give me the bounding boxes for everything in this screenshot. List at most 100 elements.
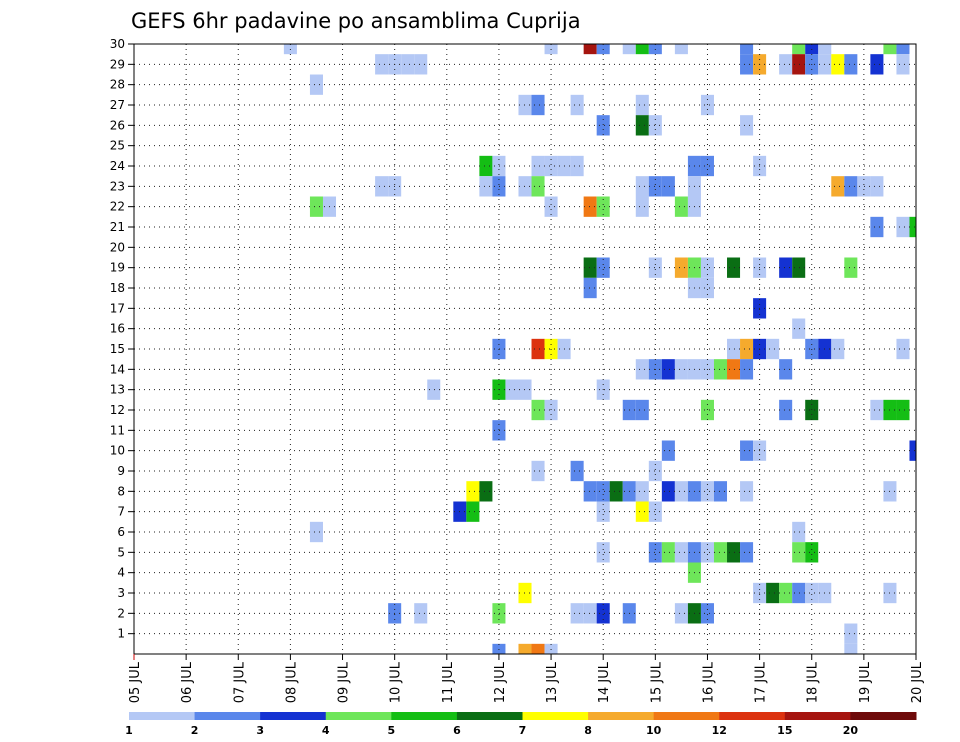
colorbar-swatch bbox=[456, 712, 523, 720]
heatmap-cell bbox=[479, 481, 493, 502]
heatmap-cell bbox=[792, 582, 806, 604]
heatmap-cell bbox=[909, 440, 916, 461]
heatmap-cell bbox=[531, 155, 545, 177]
gridlines bbox=[134, 44, 916, 654]
colorbar-label: 6 bbox=[453, 724, 461, 737]
x-tick-label: 12 JUL bbox=[493, 661, 508, 703]
heatmap-cell bbox=[870, 54, 884, 75]
colorbar-label: 15 bbox=[777, 724, 792, 737]
heatmap-cell bbox=[479, 155, 493, 177]
heatmap-cell bbox=[466, 481, 480, 502]
heatmap-cell bbox=[831, 176, 845, 197]
heatmap-cell bbox=[779, 359, 793, 380]
heatmap-cell bbox=[635, 399, 649, 421]
heatmap-cell bbox=[805, 542, 819, 563]
heatmap-cell bbox=[375, 176, 389, 197]
heatmap-cell bbox=[700, 542, 714, 563]
heatmap-cell bbox=[857, 176, 871, 197]
y-tick-label: 6 bbox=[117, 525, 125, 539]
x-tick-label: 09 JUL bbox=[337, 661, 352, 703]
y-tick-label: 15 bbox=[110, 342, 125, 356]
heatmap-cell bbox=[635, 115, 649, 136]
colorbar-label: 12 bbox=[712, 724, 727, 737]
heatmap-cell bbox=[896, 54, 910, 75]
x-tick-label: 06 JUL bbox=[180, 661, 195, 703]
heatmap-cell bbox=[309, 196, 323, 217]
y-tick-label: 24 bbox=[110, 159, 125, 173]
colorbar-swatch bbox=[653, 712, 720, 720]
y-tick-label: 11 bbox=[110, 423, 125, 437]
x-tick-label: 14 JUL bbox=[597, 661, 612, 703]
y-tick-label: 13 bbox=[110, 383, 125, 397]
heatmap-cell bbox=[492, 155, 506, 177]
heatmap-cell bbox=[309, 74, 323, 95]
heatmap-cell bbox=[674, 359, 688, 380]
heatmap-cell bbox=[740, 481, 754, 502]
heatmap-cell bbox=[661, 440, 675, 461]
colorbar-swatch bbox=[260, 712, 327, 720]
heatmap-cell bbox=[909, 216, 916, 238]
y-tick-label: 4 bbox=[117, 566, 125, 580]
heatmap-cell bbox=[740, 359, 754, 380]
heatmap-cell bbox=[583, 196, 597, 217]
heatmap-cell bbox=[661, 359, 675, 380]
heatmap-cell bbox=[674, 196, 688, 217]
y-tick-label: 22 bbox=[110, 200, 125, 214]
heatmap-cell bbox=[531, 176, 545, 197]
heatmap-cell bbox=[792, 257, 806, 278]
heatmap-cell bbox=[596, 542, 610, 563]
heatmap-cell bbox=[596, 501, 610, 522]
heatmap-cell bbox=[531, 338, 545, 360]
x-tick-label: 10 JUL bbox=[389, 661, 404, 703]
colorbar-swatch bbox=[719, 712, 786, 720]
y-tick-label: 5 bbox=[117, 545, 125, 559]
heatmap-cell bbox=[635, 176, 649, 197]
heatmap-cell bbox=[635, 94, 649, 116]
heatmap-cell bbox=[544, 155, 558, 177]
heatmap-cell bbox=[674, 481, 688, 502]
heatmap-cell bbox=[583, 481, 597, 502]
heatmap-cell bbox=[818, 44, 832, 55]
heatmap-cell bbox=[492, 420, 506, 441]
colorbar-swatch bbox=[850, 712, 917, 720]
heatmap-cell bbox=[635, 481, 649, 502]
heatmap-cell bbox=[740, 338, 754, 360]
heatmap-cell bbox=[570, 460, 584, 482]
heatmap-cell bbox=[661, 542, 675, 563]
heatmap-cell bbox=[740, 440, 754, 461]
y-tick-label: 17 bbox=[110, 301, 125, 315]
heatmap-cell bbox=[792, 54, 806, 75]
heatmap-cell bbox=[766, 582, 780, 604]
y-tick-label: 9 bbox=[117, 464, 125, 478]
heatmap-cell bbox=[309, 521, 323, 543]
heatmap-cell bbox=[674, 542, 688, 563]
heatmap-cell bbox=[648, 115, 662, 136]
colorbar-swatch bbox=[391, 712, 458, 720]
y-tick-label: 14 bbox=[110, 362, 125, 376]
heatmap-cell bbox=[648, 501, 662, 522]
heatmap-cell bbox=[766, 338, 780, 360]
colorbar: 1 2 3 4 5 6 7 8 10 12 15 20 bbox=[125, 712, 917, 737]
x-axis: 05 JUL 06 JUL 07 JUL 08 JUL 09 JUL 10 JUL 11 J… bbox=[128, 654, 925, 703]
heatmap-cell bbox=[583, 257, 597, 278]
heatmap-cell bbox=[844, 623, 858, 644]
heatmap-cell bbox=[492, 176, 506, 197]
colorbar-label: 8 bbox=[584, 724, 592, 737]
heatmap-cell bbox=[583, 44, 597, 55]
y-tick-label: 1 bbox=[117, 627, 125, 641]
heatmap-cell bbox=[713, 359, 728, 380]
heatmap-cell bbox=[414, 603, 428, 624]
x-tick-label: 18 JUL bbox=[806, 661, 821, 703]
y-axis: 1234567891011121314151617181920212223242… bbox=[110, 37, 134, 641]
colorbar-label: 10 bbox=[646, 724, 662, 737]
x-tick-label: 11 JUL bbox=[441, 661, 456, 703]
chart-title: GEFS 6hr padavine po ansamblima Cuprija bbox=[131, 9, 581, 33]
y-tick-label: 7 bbox=[117, 505, 125, 519]
colorbar-label: 5 bbox=[388, 724, 396, 737]
heatmap-cell bbox=[661, 176, 675, 197]
heatmap-cell bbox=[779, 582, 793, 604]
x-tick-label: 16 JUL bbox=[701, 661, 716, 703]
heatmap-cell bbox=[427, 379, 441, 400]
y-tick-label: 19 bbox=[110, 261, 125, 275]
